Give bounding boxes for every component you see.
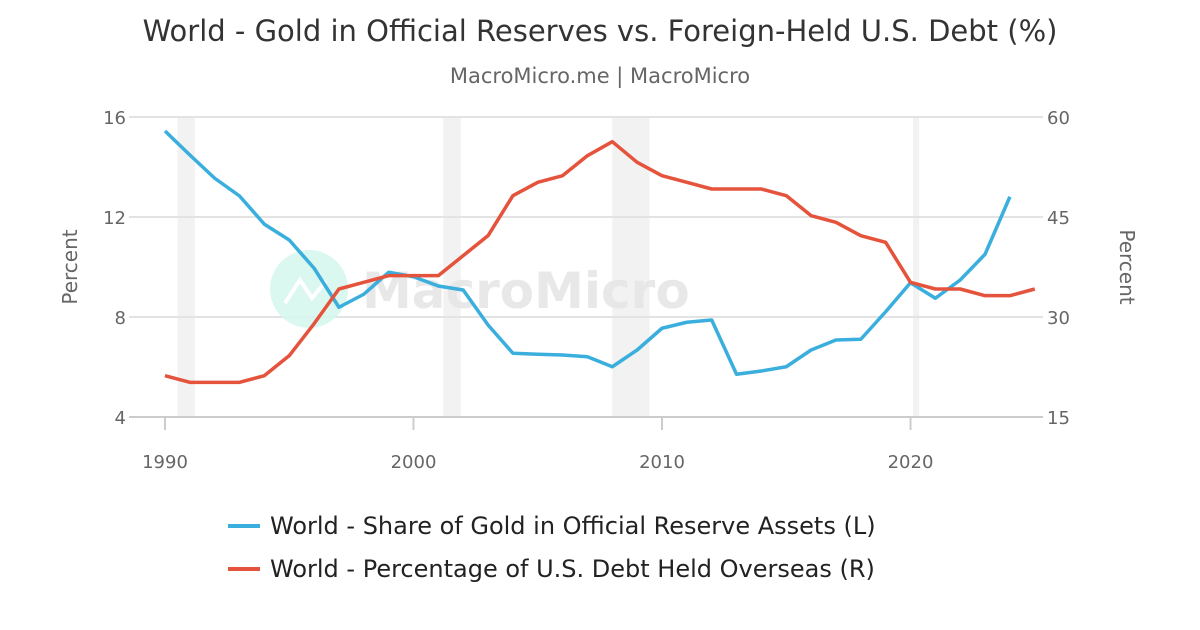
left-tick-label: 16: [103, 108, 126, 129]
legend-item-debt[interactable]: World - Percentage of U.S. Debt Held Ove…: [228, 555, 875, 583]
right-tick-label: 45: [1047, 208, 1070, 229]
left-axis-label: Percent: [58, 229, 82, 304]
recession-band: [177, 117, 195, 417]
x-tick-label: 1990: [142, 452, 188, 473]
us-debt-overseas-line: [164, 139, 1036, 385]
right-tick-label: 30: [1047, 308, 1070, 329]
x-tick-label: 2020: [888, 452, 934, 473]
x-tick-label: 2010: [639, 452, 685, 473]
recession-band: [443, 117, 461, 417]
watermark: MacroMicro: [270, 250, 690, 328]
watermark-text: MacroMicro: [362, 262, 690, 320]
watermark-logo-icon: [270, 250, 348, 328]
recession-band: [912, 117, 920, 417]
x-tick-label: 2000: [391, 452, 437, 473]
right-tick-label: 60: [1047, 108, 1070, 129]
left-tick-label: 8: [115, 308, 126, 329]
chart-title: World - Gold in Official Reserves vs. Fo…: [142, 14, 1058, 48]
left-tick-label: 4: [115, 408, 126, 429]
legend-item-gold[interactable]: World - Share of Gold in Official Reserv…: [228, 512, 876, 540]
legend-swatch-blue: [228, 524, 260, 528]
chart-subtitle: MacroMicro.me | MacroMicro: [449, 64, 751, 88]
right-tick-label: 15: [1047, 408, 1070, 429]
legend-swatch-red: [228, 567, 260, 571]
legend-label: World - Share of Gold in Official Reserv…: [270, 512, 876, 540]
right-axis-label: Percent: [1115, 229, 1139, 304]
left-tick-label: 12: [103, 208, 126, 229]
gold-share-line: [163, 129, 1012, 376]
legend-label: World - Percentage of U.S. Debt Held Ove…: [270, 555, 875, 583]
